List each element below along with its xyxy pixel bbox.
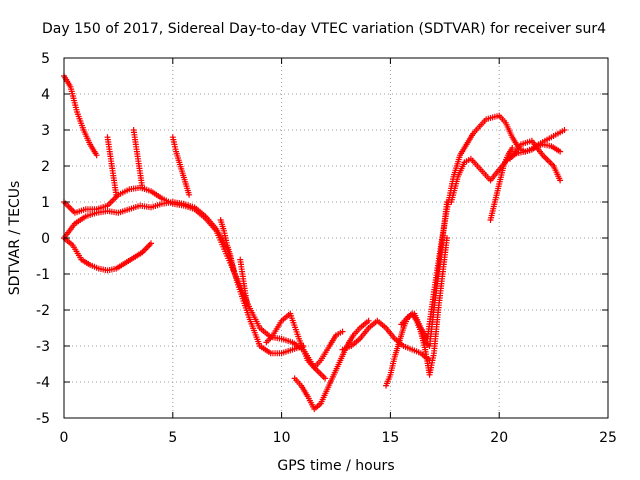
x-tick-label: 5 <box>168 430 177 446</box>
x-tick-label: 0 <box>60 430 69 446</box>
data-point <box>339 328 346 335</box>
axis-ticks <box>63 57 609 419</box>
data-point <box>557 148 564 155</box>
series-arc-6 <box>130 127 146 191</box>
y-tick-label: -5 <box>36 411 50 427</box>
data-point <box>322 375 329 382</box>
y-tick-label: 2 <box>41 159 50 175</box>
series-arc-8 <box>217 217 237 274</box>
series-arc-9 <box>237 256 250 306</box>
series-arc-2 <box>61 235 155 274</box>
y-axis-label: SDTVAR / TECUs <box>7 181 23 296</box>
series-arc-11 <box>291 317 372 412</box>
y-tick-label: 1 <box>41 195 50 211</box>
y-tick-label: -2 <box>36 303 50 319</box>
series-arc-4 <box>61 199 307 357</box>
series-arc-17 <box>487 145 516 223</box>
y-tick-label: -1 <box>36 267 50 283</box>
data-point <box>186 191 193 198</box>
y-tick-label: -3 <box>36 339 50 355</box>
y-tick-label: 5 <box>41 51 50 67</box>
data-point <box>230 267 237 274</box>
x-axis-label: GPS time / hours <box>277 458 394 474</box>
series-arc-16 <box>448 141 564 205</box>
x-tick-label: 20 <box>490 430 508 446</box>
data-point <box>561 127 568 133</box>
series-arc-18 <box>507 137 564 184</box>
data-point <box>139 184 146 191</box>
data-point <box>443 235 450 241</box>
y-tick-label: 0 <box>41 231 50 247</box>
series-arc-15 <box>417 235 450 378</box>
data-point <box>113 191 120 198</box>
series-arc-10 <box>263 310 346 371</box>
data-point <box>557 177 564 184</box>
x-tick-label: 25 <box>599 430 617 446</box>
tick-labels: 0 5 10 15 20 25 -5 -4 -3 -2 -1 0 1 2 3 4 5 <box>36 51 617 446</box>
data-point <box>509 145 516 151</box>
data-point <box>365 317 372 324</box>
data-points <box>61 73 568 412</box>
y-tick-label: -4 <box>36 375 50 391</box>
x-tick-label: 10 <box>273 430 291 446</box>
chart-title: Day 150 of 2017, Sidereal Day-to-day VTE… <box>42 21 606 37</box>
data-point <box>148 240 155 247</box>
series-arc-1 <box>61 73 100 159</box>
data-point <box>243 299 250 306</box>
y-tick-label: 4 <box>41 87 50 103</box>
data-point <box>93 152 100 159</box>
x-tick-label: 15 <box>381 430 399 446</box>
y-tick-label: 3 <box>41 123 50 139</box>
series-arc-12 <box>339 317 433 364</box>
grid <box>64 58 608 418</box>
series-arc-5 <box>104 134 120 198</box>
series-arc-7 <box>169 134 193 198</box>
series-arc-14 <box>398 112 568 342</box>
